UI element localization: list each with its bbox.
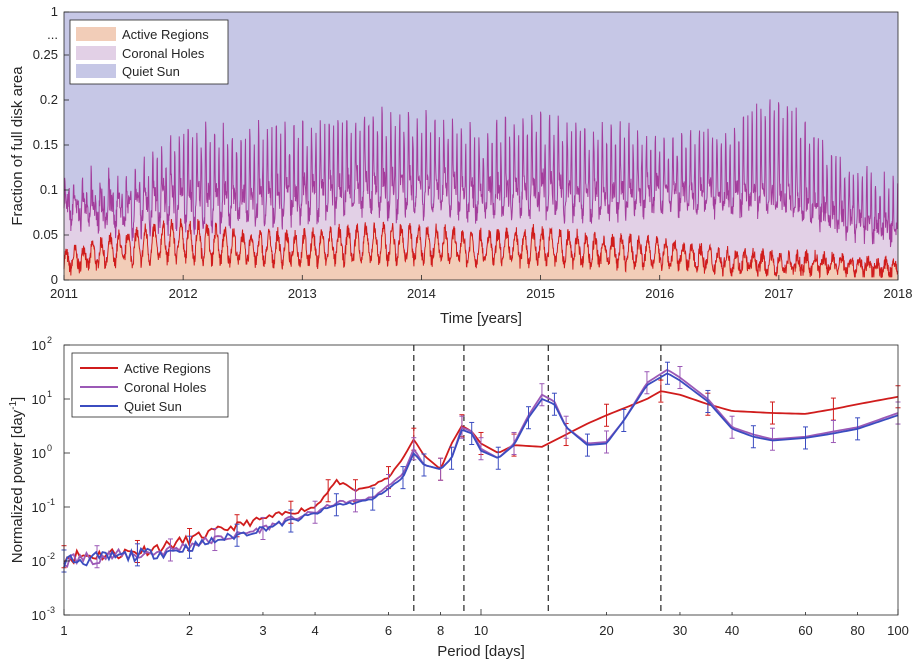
bottom-xtick-label: 2 xyxy=(186,623,193,638)
legend-text-coronal-holes: Coronal Holes xyxy=(124,380,207,395)
top-ylabel: Fraction of full disk area xyxy=(9,66,26,226)
top-panel: 2011 2012 2013 2014 2015 2016 2017 2018 0 0.05 0.1… xyxy=(9,4,912,327)
bottom-xtick-label: 80 xyxy=(850,623,864,638)
bottom-xtick-label: 8 xyxy=(437,623,444,638)
bottom-xtick-label: 20 xyxy=(599,623,613,638)
bottom-ytick-exponent: 2 xyxy=(47,335,52,345)
bottom-ylabel-close: ] xyxy=(9,397,26,401)
bottom-ytick-label: 10 xyxy=(32,608,46,623)
bottom-ytick-exponent: 0 xyxy=(47,443,52,453)
legend-text-quiet-sun: Quiet Sun xyxy=(124,399,182,414)
bottom-ytick-exponent: -3 xyxy=(47,605,55,615)
top-xtick-label: 2018 xyxy=(884,286,913,301)
bottom-series xyxy=(61,361,901,573)
active-regions-line xyxy=(63,218,899,279)
bottom-ytick-exponent: 1 xyxy=(47,389,52,399)
top-xtick-label: 2014 xyxy=(407,286,436,301)
legend-swatch-active-regions xyxy=(76,27,116,41)
bottom-xtick-label: 100 xyxy=(887,623,909,638)
bottom-xtick-label: 3 xyxy=(259,623,266,638)
legend-text-active-regions: Active Regions xyxy=(124,361,211,376)
top-ytick-label: 0 xyxy=(51,272,58,287)
top-ytick-label: 0.1 xyxy=(40,182,58,197)
top-ytick-label: 0.05 xyxy=(33,227,58,242)
top-ytick-label: 0.15 xyxy=(33,137,58,152)
bottom-xtick-label: 60 xyxy=(798,623,812,638)
bottom-ytick-exponent: -1 xyxy=(47,497,55,507)
bottom-ylabel: Normalized power [day-1] xyxy=(8,397,26,563)
top-ytick-label: 1 xyxy=(51,4,58,19)
bottom-ytick-label: 10 xyxy=(32,500,46,515)
top-xtick-label: 2016 xyxy=(645,286,674,301)
top-xlabel: Time [years] xyxy=(440,310,522,327)
top-ytick-label: ... xyxy=(47,27,58,42)
top-xtick-label: 2012 xyxy=(169,286,198,301)
legend-label-active-regions: Active Regions xyxy=(122,27,209,42)
bottom-xtick-label: 4 xyxy=(311,623,318,638)
coronal-holes-area xyxy=(64,99,898,280)
top-axis-ticks: 2011 2012 2013 2014 2015 2016 2017 2018 0 0.05 0.1… xyxy=(33,4,913,301)
coronal-holes-line xyxy=(63,99,899,248)
top-xtick-label: 2013 xyxy=(288,286,317,301)
legend-label-quiet-sun: Quiet Sun xyxy=(122,64,180,79)
bottom-xtick-label: 6 xyxy=(385,623,392,638)
bottom-ytick-label: 10 xyxy=(32,392,46,407)
bottom-ylabel-exp: -1 xyxy=(8,401,19,410)
bottom-ytick-exponent: -2 xyxy=(47,551,55,561)
top-xtick-label: 2017 xyxy=(764,286,793,301)
legend-label-coronal-holes: Coronal Holes xyxy=(122,46,205,61)
bottom-xtick-label: 1 xyxy=(60,623,67,638)
legend-swatch-quiet-sun xyxy=(76,64,116,78)
top-ytick-label: 0.25 xyxy=(33,47,58,62)
top-legend: Active Regions Coronal Holes Quiet Sun xyxy=(69,19,229,85)
bottom-xtick-label: 10 xyxy=(474,623,488,638)
bottom-xtick-label: 40 xyxy=(725,623,739,638)
top-plot-frame xyxy=(63,11,899,281)
bottom-ytick-label: 10 xyxy=(32,446,46,461)
top-ytick-label: 0.2 xyxy=(40,92,58,107)
top-xtick-label: 2011 xyxy=(50,286,78,301)
bottom-ylabel-text: Normalized power [day xyxy=(9,409,26,563)
top-xtick-label: 2015 xyxy=(526,286,555,301)
bottom-ytick-label: 10 xyxy=(32,554,46,569)
bottom-legend: Active Regions Coronal Holes Quiet Sun xyxy=(71,352,229,418)
bottom-ytick-label: 10 xyxy=(32,338,46,353)
bottom-xlabel: Period [days] xyxy=(437,643,525,660)
bottom-xtick-label: 30 xyxy=(673,623,687,638)
legend-swatch-coronal-holes xyxy=(76,46,116,60)
series-line-quiet-sun xyxy=(63,372,899,568)
